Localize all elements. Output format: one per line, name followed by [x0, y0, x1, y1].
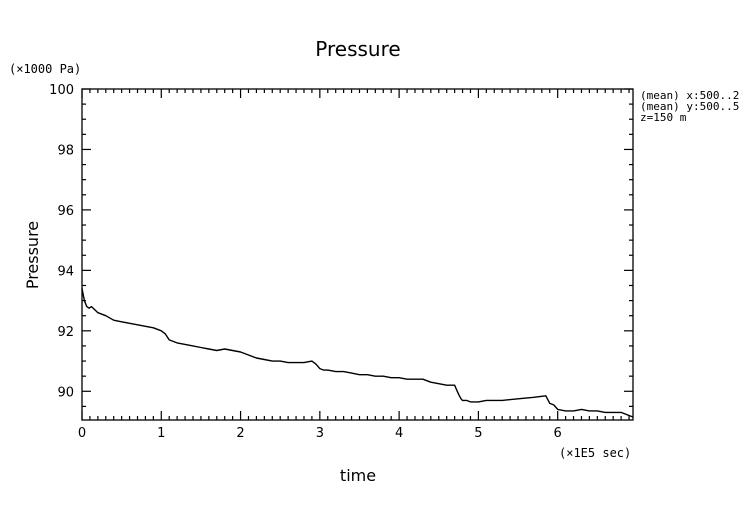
y-unit-label: (×1000 Pa) — [9, 62, 81, 76]
axis-ticks — [81, 88, 633, 420]
plot-frame — [81, 88, 634, 421]
x-tick-label: 1 — [157, 426, 165, 441]
annotation-mean-x: (mean) x:500..2 — [640, 89, 739, 102]
axis-tick-labels: 0 1 2 3 4 5 6 90 92 94 96 98 100 — [49, 83, 562, 441]
y-tick-label: 92 — [57, 325, 74, 340]
x-axis-label: time — [340, 466, 376, 485]
series-layer — [81, 288, 634, 418]
y-tick-label: 100 — [49, 83, 74, 98]
x-tick-label: 4 — [395, 426, 403, 441]
x-tick-label: 0 — [78, 426, 86, 441]
y-tick-label: 98 — [57, 143, 74, 158]
annotation-z-level: z=150 m — [640, 111, 687, 124]
chart-title: Pressure — [315, 37, 400, 61]
x-unit-label: (×1E5 sec) — [559, 446, 631, 460]
x-tick-label: 2 — [236, 426, 244, 441]
y-tick-label: 90 — [57, 385, 74, 400]
y-tick-label: 96 — [57, 204, 74, 219]
annotation-mean-y: (mean) y:500..5 — [640, 100, 739, 113]
y-tick-label: 94 — [57, 264, 74, 279]
x-tick-label: 5 — [474, 426, 482, 441]
x-tick-label: 6 — [554, 426, 562, 441]
pressure-series-line — [81, 288, 634, 418]
x-tick-label: 3 — [316, 426, 324, 441]
y-axis-label: Pressure — [23, 221, 42, 289]
